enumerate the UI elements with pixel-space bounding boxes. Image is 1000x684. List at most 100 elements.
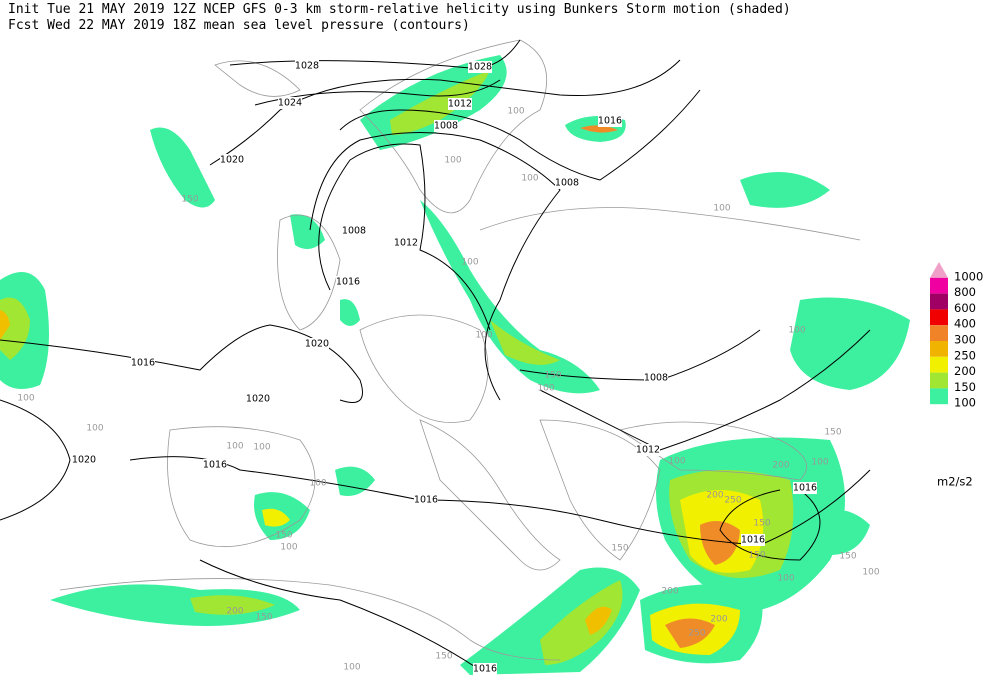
label-backdrop — [468, 61, 492, 73]
legend-swatch — [930, 356, 948, 373]
helicity-label: 150 — [753, 519, 770, 529]
pressure-label: 1016 — [598, 116, 622, 127]
pressure-label: 1016 — [741, 535, 765, 546]
pressure-label: 1028 — [468, 62, 492, 73]
legend-label: 600 — [954, 301, 976, 315]
helicity-label: 100 — [461, 258, 478, 268]
legend-label: 250 — [954, 348, 976, 362]
helicity-label: 150 — [435, 652, 452, 662]
pressure-contours — [0, 39, 871, 671]
legend-label: 400 — [954, 317, 976, 331]
label-backdrop — [598, 115, 622, 127]
label-backdrop — [555, 177, 579, 189]
helicity-label: 100 — [475, 331, 492, 341]
pressure-label: 1024 — [278, 98, 302, 109]
header-line: Fcst Wed 22 MAY 2019 18Z mean sea level … — [8, 18, 470, 33]
helicity-label: 100 — [17, 394, 34, 404]
pressure-label: 1020 — [305, 339, 329, 350]
pressure-label: 1008 — [644, 373, 668, 384]
helicity-labels: 100 100 150 100 100 100 100 100 150 100 100 100 100 1… — [17, 107, 879, 673]
label-backdrop — [220, 154, 244, 166]
label-backdrop — [295, 60, 319, 72]
pressure-label: 1016 — [203, 460, 227, 471]
legend-label: 100 — [954, 396, 976, 410]
helicity-label: 150 — [839, 552, 856, 562]
helicity-label: 100 — [537, 384, 554, 394]
pressure-label: 1012 — [448, 99, 472, 110]
label-backdrop — [72, 454, 96, 466]
helicity-label: 150 — [824, 428, 841, 438]
label-backdrop — [246, 393, 270, 405]
helicity-label: 100 — [280, 543, 297, 553]
label-backdrop — [305, 338, 329, 350]
helicity-label: 150 — [181, 195, 198, 205]
label-backdrop — [473, 663, 497, 675]
helicity-label: 150 — [544, 371, 561, 381]
label-backdrop — [342, 225, 366, 237]
pressure-label: 1016 — [336, 277, 360, 288]
helicity-label: 100 — [343, 663, 360, 673]
helicity-label: 250 — [688, 629, 705, 639]
helicity-label: 100 — [507, 107, 524, 117]
legend-label: 200 — [954, 364, 976, 378]
coastlines — [59, 39, 861, 661]
helicity-label: 100 — [309, 479, 326, 489]
label-backdrop — [793, 482, 817, 494]
header-line: Init Tue 21 MAY 2019 12Z NCEP GFS 0-3 km… — [8, 2, 791, 17]
helicity-label: 200 — [772, 461, 789, 471]
legend-unit: m2/s2 — [937, 475, 973, 489]
label-backdrop — [636, 444, 660, 456]
helicity-label: 100 — [788, 326, 805, 336]
label-backdrop — [131, 357, 155, 369]
pressure-label: 1016 — [473, 664, 497, 675]
pressure-label: 1020 — [220, 155, 244, 166]
pressure-label: 1012 — [636, 445, 660, 456]
pressure-label: 1012 — [394, 238, 418, 249]
helicity-label: 150 — [255, 613, 272, 623]
legend-swatch — [930, 372, 948, 389]
legend-swatch — [930, 388, 948, 405]
pressure-label: 1020 — [246, 394, 270, 405]
helicity-shading — [0, 55, 910, 675]
label-backdrop — [644, 372, 668, 384]
pressure-label: 1028 — [295, 61, 319, 72]
helicity-label: 100 — [713, 204, 730, 214]
helicity-label: 100 — [668, 457, 685, 467]
legend-swatch — [930, 341, 948, 357]
label-backdrop — [448, 98, 472, 110]
legend-label: 1000 — [954, 269, 983, 283]
helicity-label: 200 — [706, 491, 723, 501]
pressure-label: 1016 — [131, 358, 155, 369]
pressure-label: 1008 — [434, 121, 458, 132]
helicity-label: 100 — [444, 156, 461, 166]
label-backdrop — [741, 534, 765, 546]
legend-swatch — [930, 293, 948, 310]
helicity-label: 200 — [661, 587, 678, 597]
helicity-label: 150 — [611, 544, 628, 554]
helicity-label: 100 — [86, 424, 103, 434]
helicity-label: 150 — [275, 531, 292, 541]
helicity-label: 100 — [777, 574, 794, 584]
pressure-label: 1008 — [555, 178, 579, 189]
pressure-label: 1016 — [414, 495, 438, 506]
helicity-label: 200 — [226, 607, 243, 617]
helicity-label: 100 — [521, 174, 538, 184]
legend-swatch — [930, 309, 948, 326]
pressure-label: 1020 — [72, 455, 96, 466]
label-backdrop — [278, 97, 302, 109]
helicity-label: 100 — [253, 443, 270, 453]
helicity-label: 250 — [724, 496, 741, 506]
legend-swatch — [930, 277, 948, 294]
pressure-label: 1008 — [342, 226, 366, 237]
legend-label: 800 — [954, 285, 976, 299]
pressure-labels: 1028 1024 1020 1028 1012 1008 1016 1008 1008 1012… — [72, 60, 817, 675]
helicity-label: 100 — [862, 568, 879, 578]
helicity-label: 200 — [710, 615, 727, 625]
label-backdrop — [203, 459, 227, 471]
legend-label: 300 — [954, 333, 976, 347]
helicity-label: 100 — [226, 442, 243, 452]
label-backdrop — [336, 276, 360, 288]
label-backdrop — [434, 120, 458, 132]
